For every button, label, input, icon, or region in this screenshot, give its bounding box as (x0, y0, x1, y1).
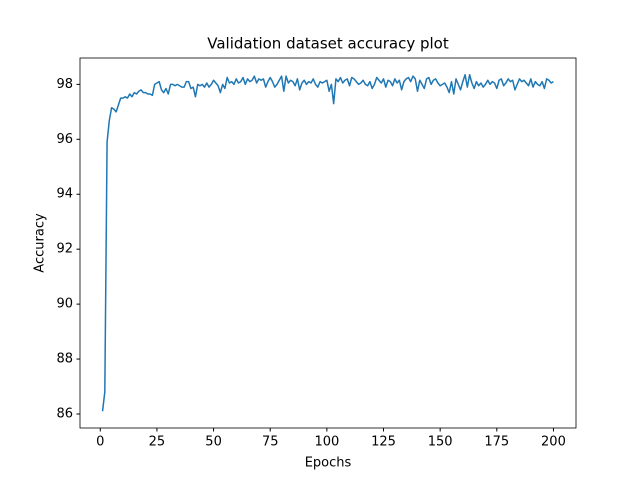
y-tick-label: 86 (56, 406, 73, 421)
x-tick-label: 25 (149, 435, 166, 450)
x-tick-label: 0 (96, 435, 104, 450)
x-tick-label: 150 (428, 435, 453, 450)
y-axis-label: Accuracy (33, 213, 48, 273)
y-tick-label: 94 (56, 187, 73, 202)
plot-frame (79, 57, 577, 429)
chart-title: Validation dataset accuracy plot (207, 35, 449, 53)
x-axis-label: Epochs (305, 456, 352, 471)
y-tick-label: 92 (56, 242, 73, 257)
y-tick-label: 90 (56, 297, 73, 312)
y-tick-label: 96 (56, 132, 73, 147)
x-tick-label: 75 (262, 435, 279, 450)
x-tick-label: 125 (371, 435, 396, 450)
y-tick-label: 98 (56, 77, 73, 92)
x-tick-label: 175 (484, 435, 509, 450)
line-series (101, 74, 554, 412)
x-tick-label: 200 (541, 435, 566, 450)
x-tick-label: 100 (314, 435, 339, 450)
y-tick-label: 88 (56, 352, 73, 367)
x-tick-label: 50 (205, 435, 222, 450)
